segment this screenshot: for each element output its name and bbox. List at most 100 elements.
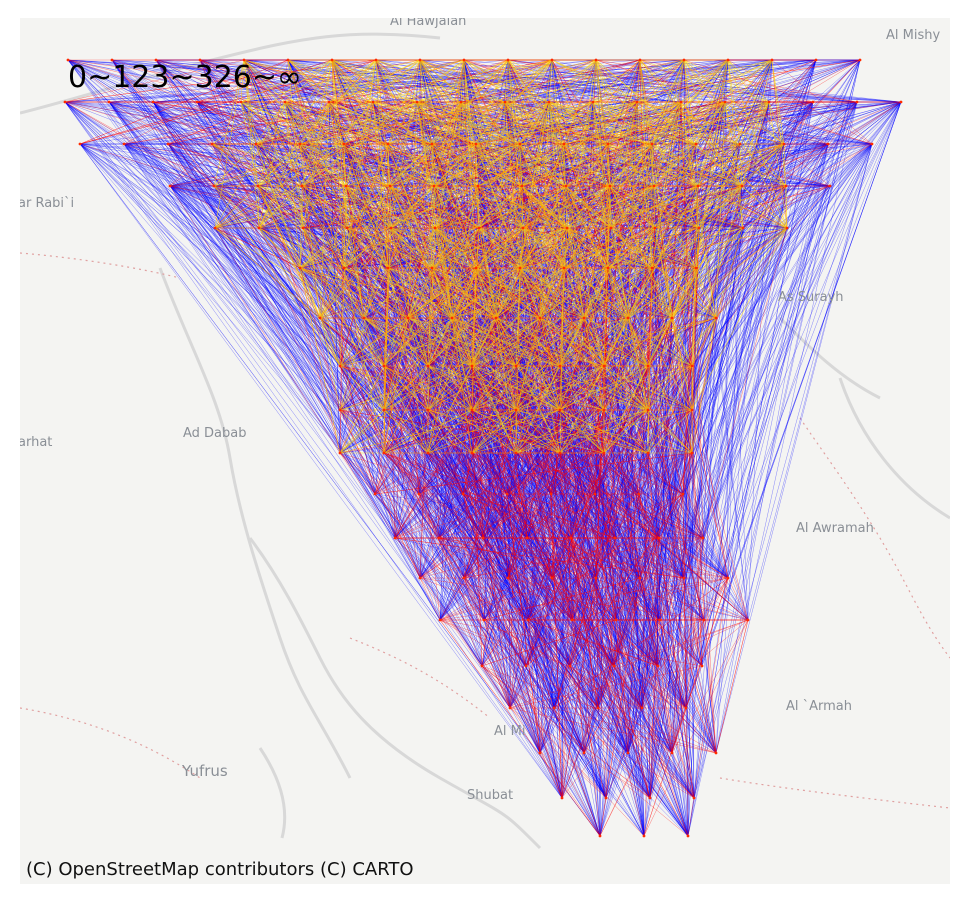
network-node [433,226,437,230]
network-node [690,408,694,412]
admin-border [349,637,491,719]
network-node [470,408,474,412]
network-node [560,796,564,800]
network-node [682,58,686,62]
network-node [256,184,260,188]
network-node [166,142,170,146]
network-node [154,58,158,62]
network-node [602,408,606,412]
network-node [345,226,349,230]
network-node [609,226,613,230]
network-node [562,266,566,270]
network-node [638,58,642,62]
network-node [602,451,606,455]
network-node [811,100,815,104]
network-node [426,364,430,368]
network-node [508,706,512,710]
place-label-shubat: Shubat [467,788,514,803]
network-node [63,100,67,104]
network-node [373,492,377,496]
network-node [338,451,342,455]
network-node [550,576,554,580]
network-overlay [20,32,950,850]
network-node [505,492,509,496]
network-node [701,536,705,540]
network-node [503,100,507,104]
network-node [382,408,386,412]
network-node [568,664,572,668]
network-node [648,796,652,800]
network-node [242,58,246,62]
place-label-al-mi: Al Mi [494,724,526,739]
network-node [570,618,574,622]
network-node [480,664,484,668]
network-node [564,184,568,188]
network-node [606,266,610,270]
network-node [538,316,542,320]
network-node [318,316,322,320]
network-node [474,142,478,146]
network-node [726,58,730,62]
network-node [494,316,498,320]
network-node [518,142,522,146]
network-node [371,100,375,104]
network-node [514,364,518,368]
network-node [702,618,706,622]
admin-border [799,417,950,659]
network-node [700,664,704,668]
network-node [697,226,701,230]
network-node [418,576,422,580]
network-node [526,618,530,622]
network-node [642,834,646,838]
network-node [785,226,789,230]
network-node [714,751,718,755]
network-node [569,536,573,540]
network-node [298,266,302,270]
network-node [770,58,774,62]
map-canvas[interactable]: Al Hawjalah Al Mishy ar Rabi`i Ad Dabab … [20,18,950,884]
network-node [462,58,466,62]
network-node [382,364,386,368]
network-node [582,316,586,320]
network-node [608,184,612,188]
network-node [550,58,554,62]
network-node [604,796,608,800]
network-node [814,58,818,62]
place-label-al-hawjalah: Al Hawjalah [390,18,467,29]
network-node [330,58,334,62]
network-node [432,184,436,188]
network-node [582,751,586,755]
basemap-layer [20,32,950,850]
network-node [650,142,654,146]
place-label-as-surayh: As Surayh [778,290,844,305]
network-node [520,184,524,188]
network-node [342,142,346,146]
network-node [613,536,617,540]
road-line [838,377,950,520]
place-label-ad-dabab: Ad Dabab [183,426,247,441]
network-node [591,100,595,104]
network-node [596,706,600,710]
road-line [158,267,352,779]
network-node [430,266,434,270]
network-node [386,142,390,146]
network-node [594,58,598,62]
network-node [626,751,630,755]
network-node [514,408,518,412]
map-attribution: (C) OpenStreetMap contributors (C) CARTO [26,859,414,880]
network-node [740,184,744,188]
network-node [418,58,422,62]
network-node [506,58,510,62]
network-node [406,316,410,320]
network-node [694,266,698,270]
network-node [558,451,562,455]
network-node [386,266,390,270]
network-node [602,364,606,368]
network-node [723,100,727,104]
network-node [598,834,602,838]
admin-border [20,707,201,779]
network-node [417,492,421,496]
network-node [686,834,690,838]
network-node [461,492,465,496]
network-node [828,184,832,188]
